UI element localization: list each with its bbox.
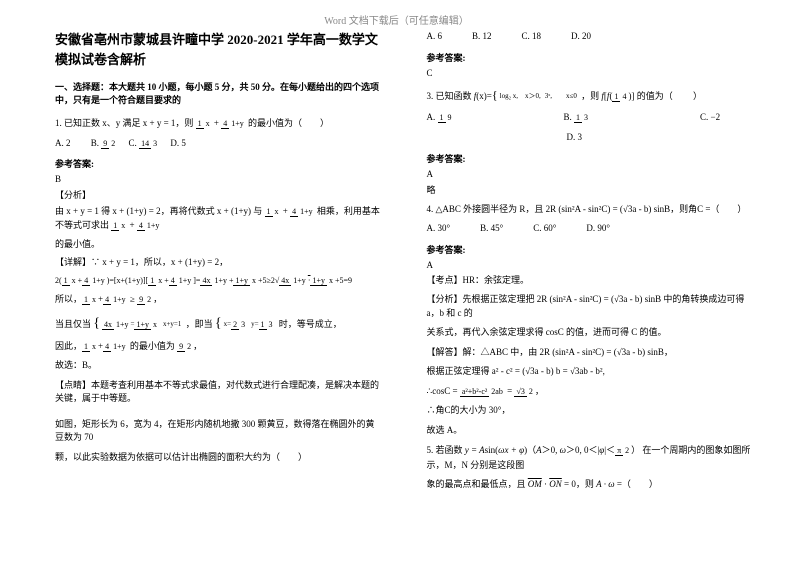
q1-when: 当且仅当 {4x1+y=1+yxx+y=1 ，即当 {x=23y=13 时，等号…	[55, 313, 382, 334]
q4-optC: C. 60°	[533, 222, 556, 235]
q1-frac1: 1x	[196, 120, 212, 128]
q1-frac2: 41+y	[221, 120, 246, 128]
q1-ana-line1: 由 x + y = 1 得 x + (1+y) = 2，再将代数式 x + (1…	[55, 205, 382, 232]
answer-label-4: 参考答案:	[427, 243, 754, 256]
question-5: 5. 若函数 y = Asin(ωx + φ)（A＞0, ω＞0, 0＜|φ|＜…	[427, 443, 754, 472]
right-column: A. 6 B. 12 C. 18 D. 20 参考答案: C 3. 已知函数 f…	[427, 30, 754, 498]
q3-then: ，则	[581, 91, 599, 101]
q1-answer: B	[55, 174, 382, 184]
q3-answer: A	[427, 169, 754, 179]
frac-b: 41+y	[290, 208, 315, 216]
q3-text: 3. 已知函数	[427, 91, 472, 101]
section-header: 一、选择题：本大题共 10 小题，每小题 5 分，共 50 分。在每小题给出的四…	[55, 81, 382, 106]
q1-detail: 【详解】∵ x + y = 1，所以，x + (1+y) = 2，	[55, 256, 382, 270]
q1-optD: D. 5	[170, 138, 186, 148]
q4-ana: 【分析】先根据正弦定理把 2R (sin²A - sin²C) = (√3a -…	[427, 293, 754, 320]
q4-angle: ∴角C的大小为 30°，	[427, 404, 754, 418]
q1-optA: A. 2	[55, 138, 71, 148]
frac-d: 41+y	[137, 222, 162, 230]
q1-optB: B. 92	[91, 138, 118, 148]
q1-formula: 2(1x+41+y)=[x+(1+y)][1x+41+y]=4x1+y+1+yx…	[55, 275, 382, 287]
q1-therefore: 因此，1x+41+y 的最小值为 92，	[55, 340, 382, 354]
q4-options: A. 30° B. 45° C. 60° D. 90°	[427, 222, 754, 235]
q1-point: 【点睛】本题考查利用基本不等式求最值，对代数式进行合理配凑，是解决本题的关键，属…	[55, 379, 382, 406]
q2-optB: B. 12	[472, 30, 492, 43]
q5-text2: 象的最高点和最低点，且 OM · ON = 0，则 A · ω =（ ）	[427, 478, 754, 492]
q1-when-ie: ，即当	[186, 319, 213, 329]
q3-options-row2: D. 3	[427, 131, 754, 144]
q1-select: 故选：B。	[55, 359, 382, 373]
question-1: 1. 已知正数 x、y 满足 x + y = 1，则 1x + 41+y 的最小…	[55, 116, 382, 130]
q4-cos: ∴cosC = a²+b²-c²2ab = √32，	[427, 385, 754, 399]
q2-optC: C. 18	[522, 30, 542, 43]
answer-label-1: 参考答案:	[55, 157, 382, 170]
frac-a: 1x	[265, 208, 281, 216]
q1-ana1: 由 x + y = 1 得 x + (1+y) = 2，再将代数式 x + (1…	[55, 206, 262, 216]
q3-optC: C. −2	[700, 111, 720, 124]
page-container: 安徽省亳州市蒙城县许疃中学 2020-2021 学年高一数学文模拟试卷含解析 一…	[0, 0, 793, 518]
q4-solve: 【解答】解：△ABC 中，由 2R (sin²A - sin²C) = (√3a…	[427, 346, 754, 360]
q1-tail: 的最小值为（ ）	[248, 118, 329, 128]
q1-when-end: 时，等号成立，	[279, 319, 342, 329]
q5-text: 5. 若函数	[427, 445, 463, 455]
q3-brief: 略	[427, 183, 754, 196]
q2-optA: A. 6	[427, 30, 443, 43]
q3-optB: B. 13	[564, 111, 591, 124]
left-column: 安徽省亳州市蒙城县许疃中学 2020-2021 学年高一数学文模拟试卷含解析 一…	[55, 30, 382, 498]
exam-title: 安徽省亳州市蒙城县许疃中学 2020-2021 学年高一数学文模拟试卷含解析	[55, 30, 382, 69]
q1-so: 所以，1x+41+y ≥ 92，	[55, 293, 382, 307]
watermark: Word 文档下载后（可任意编辑）	[0, 12, 793, 27]
q1-optC: C. 143	[129, 138, 160, 148]
q1-options: A. 2 B. 92 C. 143 D. 5	[55, 137, 382, 150]
question-3: 3. 已知函数 f(x)={log₂ x, x＞0,3ˣ, x≤0 ，则 f[f…	[427, 86, 754, 105]
q3-tail: 的值为（ ）	[637, 91, 702, 101]
q1-analysis-label: 【分析】	[55, 188, 382, 201]
q1-text: 1. 已知正数 x、y 满足 x + y = 1，则	[55, 118, 193, 128]
answer-label-2: 参考答案:	[427, 51, 754, 64]
q4-select: 故选 A。	[427, 424, 754, 438]
q4-ana2: 关系式，再代入余弦定理求得 cosC 的值，进而可得 C 的值。	[427, 326, 754, 340]
q3-options-row1: A. 19 B. 13 C. −2	[427, 111, 754, 124]
q1-when-text: 当且仅当	[55, 319, 91, 329]
q3-optD: D. 3	[567, 132, 583, 142]
q1-ana-end: 的最小值。	[55, 238, 382, 252]
q3-optA: A. 19	[427, 111, 454, 124]
q2-text: 如图，矩形长为 6，宽为 4，在矩形内随机地撒 300 颗黄豆，数得落在椭圆外的…	[55, 418, 382, 445]
q4-optD: D. 90°	[586, 222, 610, 235]
q2-text2: 颗，以此实验数据为依据可以估计出椭圆的面积大约为（ ）	[55, 451, 382, 465]
answer-label-3: 参考答案:	[427, 152, 754, 165]
q4-sine: 根据正弦定理得 a² - c² = (√3a - b) b = √3ab - b…	[427, 365, 754, 379]
q4-optB: B. 45°	[480, 222, 503, 235]
q4-answer: A	[427, 260, 754, 270]
frac-c: 1x	[111, 222, 127, 230]
q2-options: A. 6 B. 12 C. 18 D. 20	[427, 30, 754, 43]
q4-kaod: 【考点】HR：余弦定理。	[427, 274, 754, 288]
q2-answer: C	[427, 68, 754, 78]
q4-optA: A. 30°	[427, 222, 451, 235]
question-4: 4. △ABC 外接圆半径为 R，且 2R (sin²A - sin²C) = …	[427, 202, 754, 216]
q2-optD: D. 20	[571, 30, 591, 43]
